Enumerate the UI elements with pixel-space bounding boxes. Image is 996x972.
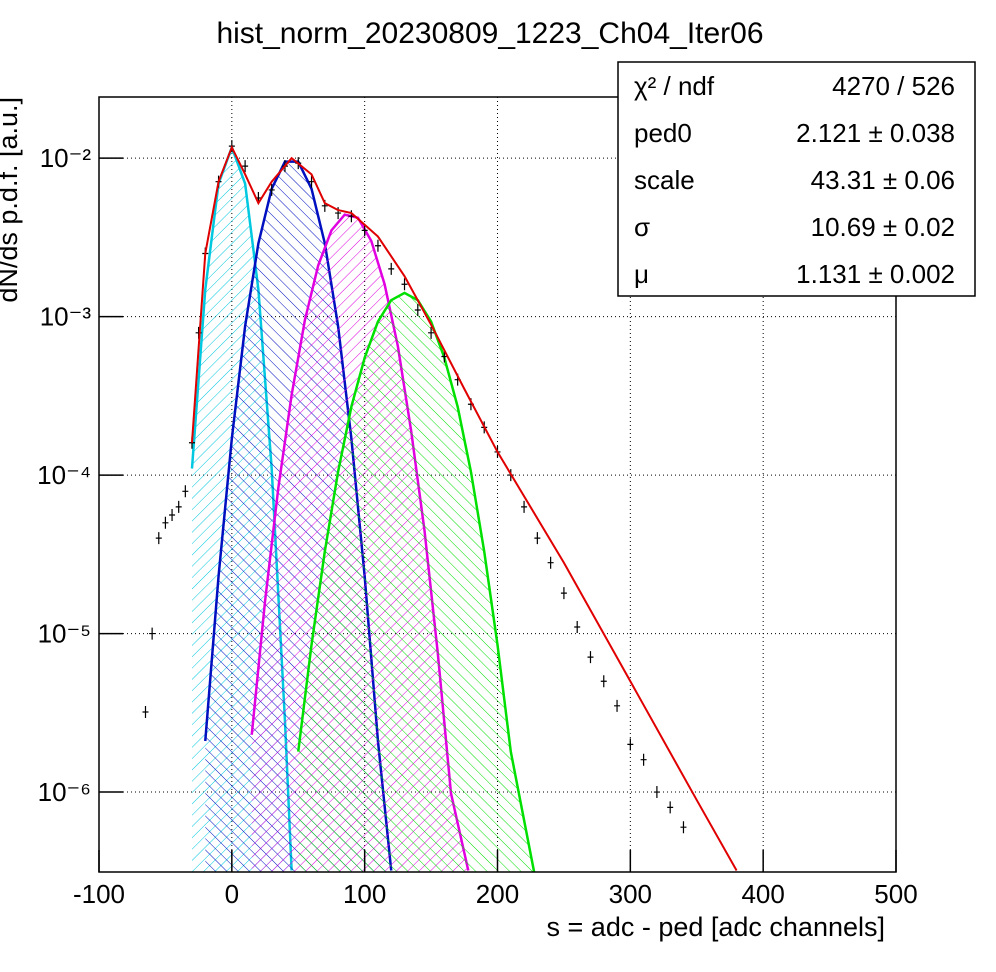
x-tick-label: 200 xyxy=(476,879,519,909)
x-tick-label: 300 xyxy=(609,879,652,909)
data-point xyxy=(534,532,541,545)
y-tick-label: 10⁻⁶ xyxy=(38,777,91,807)
data-point xyxy=(680,821,687,834)
data-point xyxy=(428,326,435,339)
data-point xyxy=(388,262,395,275)
data-point xyxy=(361,224,368,237)
data-point xyxy=(653,786,660,799)
data-point xyxy=(142,705,149,718)
stats-value: 1.131 ± 0.002 xyxy=(796,259,955,289)
data-point xyxy=(560,587,567,600)
stats-value: 4270 / 526 xyxy=(832,71,955,101)
stats-label: scale xyxy=(634,165,695,195)
stats-value: 43.31 ± 0.06 xyxy=(811,165,955,195)
data-point xyxy=(149,627,156,640)
data-point xyxy=(162,516,169,529)
stats-label: μ xyxy=(634,259,649,289)
data-point xyxy=(547,556,554,569)
data-point xyxy=(175,500,182,513)
stats-value: 10.69 ± 0.02 xyxy=(811,212,955,242)
x-tick-label: 500 xyxy=(874,879,917,909)
data-point xyxy=(268,183,275,196)
data-point xyxy=(155,532,162,545)
data-point xyxy=(521,500,528,513)
y-tick-label: 10⁻⁴ xyxy=(37,460,91,490)
y-axis-label: dN/ds p.d.f. [a.u.] xyxy=(0,97,23,303)
data-point xyxy=(574,621,581,634)
x-tick-label: 0 xyxy=(225,879,239,909)
data-point xyxy=(627,738,634,751)
stats-frame xyxy=(617,61,976,297)
data-point xyxy=(414,304,421,317)
data-point xyxy=(587,651,594,664)
data-point xyxy=(640,753,647,766)
data-point xyxy=(374,239,381,252)
x-tick-label: 100 xyxy=(343,879,386,909)
data-point xyxy=(441,350,448,363)
stats-label: ped0 xyxy=(634,118,692,148)
stats-value: 2.121 ± 0.038 xyxy=(796,118,955,148)
data-point xyxy=(614,699,621,712)
data-point xyxy=(667,801,674,814)
x-tick-label: 400 xyxy=(741,879,784,909)
axes: -100 0 100 200 300 400 500 10⁻⁶ 10⁻⁵ 10⁻⁴ 10⁻³ 10⁻² xyxy=(37,143,918,909)
data-point xyxy=(401,278,408,291)
data-point xyxy=(169,508,176,521)
data-point xyxy=(242,160,249,173)
chart-title: hist_norm_20230809_1223_Ch04_Iter06 xyxy=(216,17,763,50)
data-point xyxy=(600,675,607,688)
fit-curve xyxy=(190,144,738,871)
x-tick-label: -100 xyxy=(73,879,125,909)
y-tick-label: 10⁻³ xyxy=(40,301,92,331)
y-tick-label: 10⁻⁵ xyxy=(38,618,91,648)
y-tick-label: 10⁻² xyxy=(40,143,92,173)
data-point xyxy=(182,485,189,498)
component-curve xyxy=(297,291,536,872)
stats-box: χ² / ndf 4270 / 526 ped0 2.121 ± 0.038 scale… xyxy=(617,61,976,297)
plot-area xyxy=(142,140,738,872)
stats-label: χ² / ndf xyxy=(634,71,715,101)
stats-label: σ xyxy=(634,212,650,242)
component-area xyxy=(298,292,535,872)
data-point xyxy=(308,175,315,188)
x-axis-label: s = adc - ped [adc channels] xyxy=(547,912,885,942)
